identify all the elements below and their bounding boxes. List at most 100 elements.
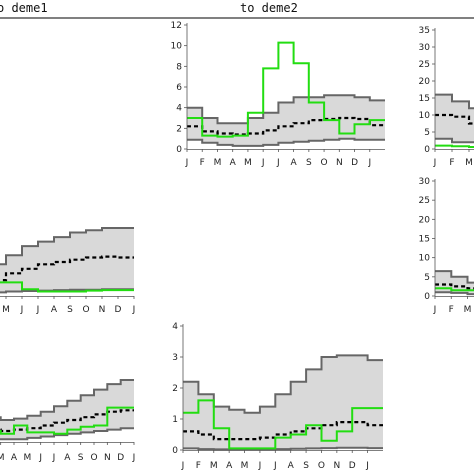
upper-bound-line — [435, 270, 474, 284]
month-label: A — [230, 158, 237, 168]
month-label: N — [99, 305, 106, 315]
y-tick-label: 12 — [171, 21, 182, 31]
month-label: M — [465, 158, 473, 168]
y-tick-label: 30 — [419, 43, 431, 53]
observed-line — [183, 399, 383, 450]
y-tick-label: 10 — [419, 254, 431, 264]
month-label: J — [276, 158, 280, 168]
month-label: J — [185, 158, 189, 168]
month-label: A — [11, 453, 18, 463]
month-label: J — [132, 305, 136, 315]
month-label: J — [367, 158, 371, 168]
month-label: O — [321, 158, 328, 168]
month-label: D — [117, 453, 124, 463]
month-label: J — [181, 461, 185, 471]
y-tick-label: 35 — [419, 26, 430, 36]
month-label: A — [226, 461, 233, 471]
y-tick-label: 25 — [419, 196, 430, 206]
month-label: J — [433, 158, 437, 168]
y-tick-label: 30 — [419, 177, 431, 187]
month-label: M — [210, 461, 218, 471]
month-label: F — [449, 158, 454, 168]
y-tick-label: 1 — [172, 415, 178, 425]
month-label: M — [2, 305, 10, 315]
month-label: J — [132, 453, 136, 463]
month-label: J — [52, 453, 56, 463]
month-label: D — [349, 461, 356, 471]
lower-bound-line — [183, 446, 383, 451]
y-tick-label: 0 — [176, 145, 182, 155]
y-tick-label: 4 — [176, 104, 182, 114]
y-tick-label: 20 — [419, 77, 431, 87]
y-tick-label: 4 — [172, 322, 178, 332]
month-label: F — [200, 158, 205, 168]
upper-bound-line — [435, 93, 474, 110]
upper-bound-line — [0, 227, 134, 266]
lower-bound-line — [435, 291, 474, 296]
month-label: O — [318, 461, 325, 471]
month-label: S — [303, 461, 309, 471]
observed-line — [187, 41, 385, 138]
month-label: J — [38, 453, 42, 463]
month-label: S — [67, 305, 73, 315]
header-col1: o deme1 — [0, 1, 48, 15]
y-tick-label: 10 — [171, 42, 183, 52]
median-line — [435, 113, 474, 125]
upper-bound-line — [187, 94, 385, 125]
band-area-row1-col2 — [187, 95, 385, 146]
month-label: A — [51, 305, 58, 315]
month-label: O — [82, 305, 89, 315]
median-line — [187, 116, 385, 136]
month-label: S — [306, 158, 312, 168]
y-tick-label: 20 — [419, 215, 431, 225]
y-tick-label: 8 — [176, 62, 182, 72]
y-tick-label: 5 — [424, 128, 430, 138]
observed-line — [0, 406, 134, 435]
month-label: M — [244, 158, 252, 168]
median-line — [435, 283, 474, 290]
panel-row1-col3: 0 5 10 15 20 25 30 35 J F M — [419, 26, 474, 168]
month-label: D — [351, 158, 358, 168]
y-tick-label: 0 — [172, 446, 178, 456]
observed-line — [435, 287, 474, 292]
header-col2: to deme2 — [240, 1, 298, 15]
month-label: A — [64, 453, 71, 463]
panel-row2-col3: 0 5 10 15 20 25 30 J F M — [419, 177, 474, 315]
month-label: M — [214, 158, 222, 168]
upper-bound-line — [0, 379, 134, 421]
month-label: J — [258, 461, 262, 471]
y-tick-label: 2 — [172, 384, 178, 394]
y-tick-label: 5 — [424, 273, 430, 283]
month-label: F — [196, 461, 201, 471]
observed-line — [435, 144, 474, 148]
month-label: N — [104, 453, 111, 463]
month-label: M — [23, 453, 31, 463]
band-area-row1-col3 — [435, 94, 474, 143]
y-tick-label: 0 — [424, 292, 430, 302]
month-label: N — [336, 158, 343, 168]
y-tick-label: 15 — [419, 94, 430, 104]
month-label: A — [291, 158, 298, 168]
month-label: D — [115, 305, 122, 315]
median-line — [0, 255, 134, 282]
band-area-row2-col1 — [0, 228, 134, 293]
month-label: S — [78, 453, 84, 463]
y-tick-label: 2 — [176, 124, 182, 134]
month-label: A — [288, 461, 295, 471]
y-tick-label: 6 — [176, 83, 182, 93]
month-label: M — [464, 305, 472, 315]
month-label: M — [0, 453, 5, 463]
month-label: M — [241, 461, 249, 471]
y-tick-label: 0 — [424, 145, 430, 155]
band-area-row3-col1 — [0, 380, 134, 440]
month-label: J — [20, 305, 24, 315]
month-label: J — [261, 158, 265, 168]
lower-bound-line — [0, 427, 134, 441]
